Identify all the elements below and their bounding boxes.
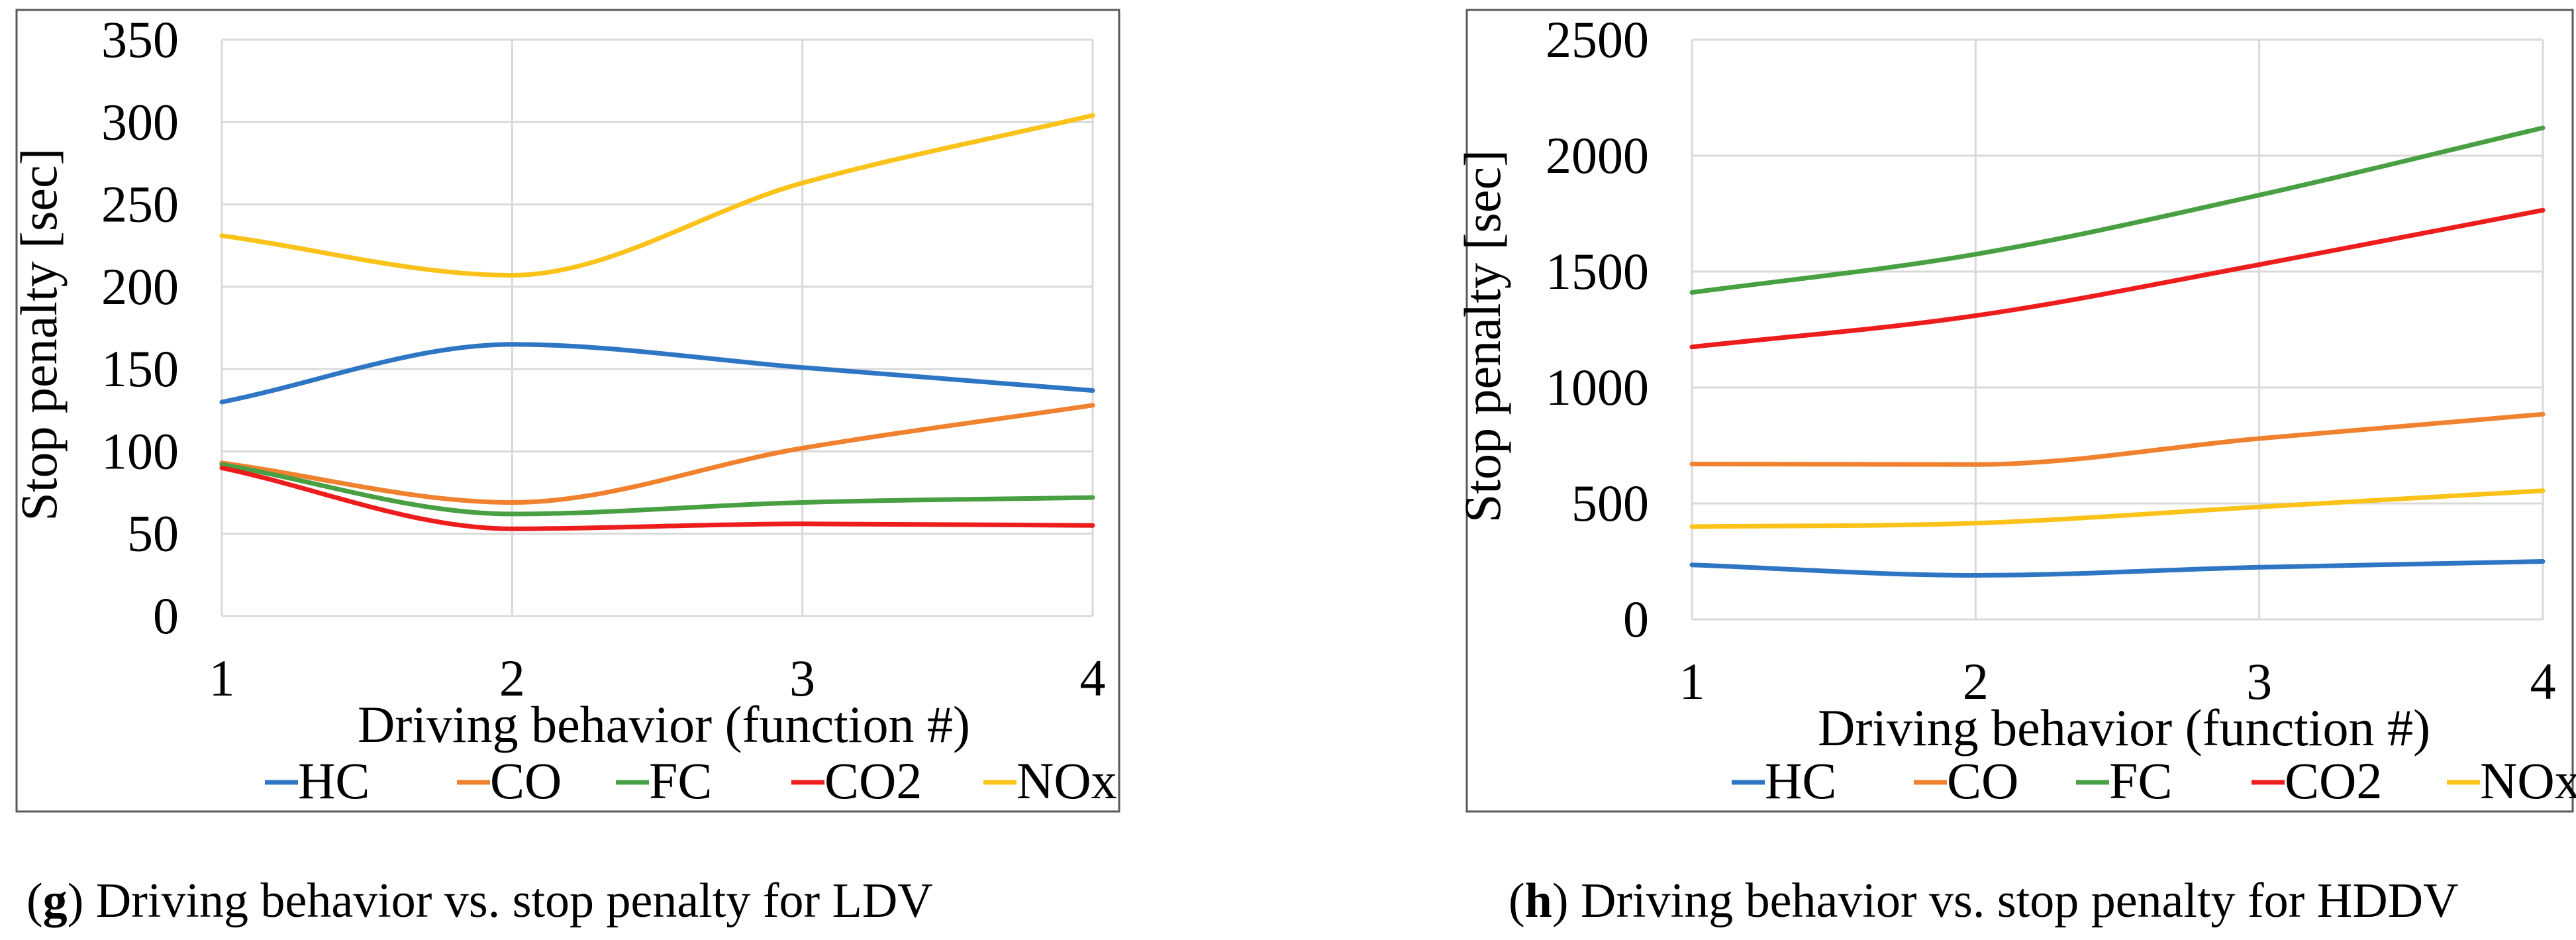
chart-h-ytick-label: 1500 bbox=[1546, 242, 1649, 300]
caption-h-text: ) Driving behavior vs. stop penalty for … bbox=[1552, 874, 2459, 928]
chart-g-series-co2-line bbox=[219, 465, 1095, 531]
chart-g-series-nox-line bbox=[219, 113, 1095, 278]
chart-g-series-co-line bbox=[219, 403, 1095, 505]
chart-h-series-co2-line bbox=[1689, 207, 2546, 350]
chart-h-x-axis-title: Driving behavior (function #) bbox=[1818, 699, 2430, 757]
chart-h-series-co-line bbox=[1689, 411, 2546, 467]
caption-g-letter: g bbox=[42, 874, 68, 928]
chart-g-series-hc-line bbox=[219, 342, 1095, 405]
chart-g-legend-label-co: CO bbox=[490, 752, 562, 809]
chart-h-legend-label-nox: NOx bbox=[2480, 752, 2576, 809]
chart-h-xtick-label: 4 bbox=[2530, 653, 2556, 710]
caption-h-open: ( bbox=[1509, 874, 1525, 928]
chart-h-series-fc-line bbox=[1689, 125, 2546, 295]
chart-g-y-axis-title: Stop penalty [sec] bbox=[10, 148, 68, 521]
chart-g-ytick-label: 50 bbox=[127, 505, 179, 562]
chart-h-ytick-label: 500 bbox=[1571, 474, 1649, 532]
chart-h-legend-label-co2: CO2 bbox=[2285, 752, 2382, 809]
chart-g-x-axis-title: Driving behavior (function #) bbox=[358, 696, 970, 753]
chart-g-ytick-label: 100 bbox=[101, 422, 179, 480]
caption-h: (h) Driving behavior vs. stop penalty fo… bbox=[1509, 873, 2459, 929]
chart-h-legend-label-hc: HC bbox=[1765, 752, 1836, 809]
chart-h-xtick-label: 2 bbox=[1963, 653, 1989, 710]
chart-h-xtick-label: 1 bbox=[1679, 653, 1705, 710]
chart-h-frame bbox=[1465, 9, 2574, 813]
chart-g-xtick-label: 4 bbox=[1080, 649, 1106, 707]
chart-h-ytick-label: 2000 bbox=[1546, 127, 1649, 184]
chart-h-y-axis-title: Stop penalty [sec] bbox=[1454, 150, 1511, 523]
chart-g-xtick-label: 2 bbox=[499, 649, 525, 707]
chart-g-ytick-label: 300 bbox=[101, 93, 179, 150]
chart-g-legend-label-nox: NOx bbox=[1016, 752, 1117, 809]
chart-g-series-fc-line bbox=[219, 462, 1095, 517]
chart-g-ytick-label: 250 bbox=[101, 176, 179, 233]
chart-g-ytick-label: 150 bbox=[101, 340, 179, 397]
chart-g-legend-label-hc: HC bbox=[298, 752, 370, 809]
chart-g-legend-label-fc: FC bbox=[649, 752, 712, 809]
chart-g-ytick-label: 350 bbox=[101, 11, 179, 68]
chart-h-series-nox-line bbox=[1689, 488, 2546, 529]
chart-h-ytick-label: 1000 bbox=[1546, 358, 1649, 416]
chart-h-legend-label-co: CO bbox=[1947, 752, 2018, 809]
caption-g-text: ) Driving behavior vs. stop penalty for … bbox=[67, 874, 933, 928]
caption-h-letter: h bbox=[1524, 874, 1552, 928]
chart-g-ytick-label: 200 bbox=[101, 258, 179, 315]
chart-h-ytick-label: 0 bbox=[1623, 590, 1649, 648]
chart-g-ytick-label: 0 bbox=[153, 587, 179, 645]
chart-g-frame bbox=[15, 9, 1120, 813]
chart-h-xtick-label: 3 bbox=[2246, 653, 2272, 710]
caption-g: (g) Driving behavior vs. stop penalty fo… bbox=[26, 873, 933, 929]
chart-g-legend-label-co2: CO2 bbox=[824, 752, 922, 809]
chart-h-legend-label-fc: FC bbox=[2109, 752, 2172, 809]
chart-h-ytick-label: 2500 bbox=[1546, 11, 1649, 68]
chart-g-xtick-label: 1 bbox=[209, 649, 235, 707]
chart-g-xtick-label: 3 bbox=[789, 649, 815, 707]
caption-g-open: ( bbox=[26, 874, 43, 928]
chart-h-series-hc-line bbox=[1689, 559, 2546, 578]
